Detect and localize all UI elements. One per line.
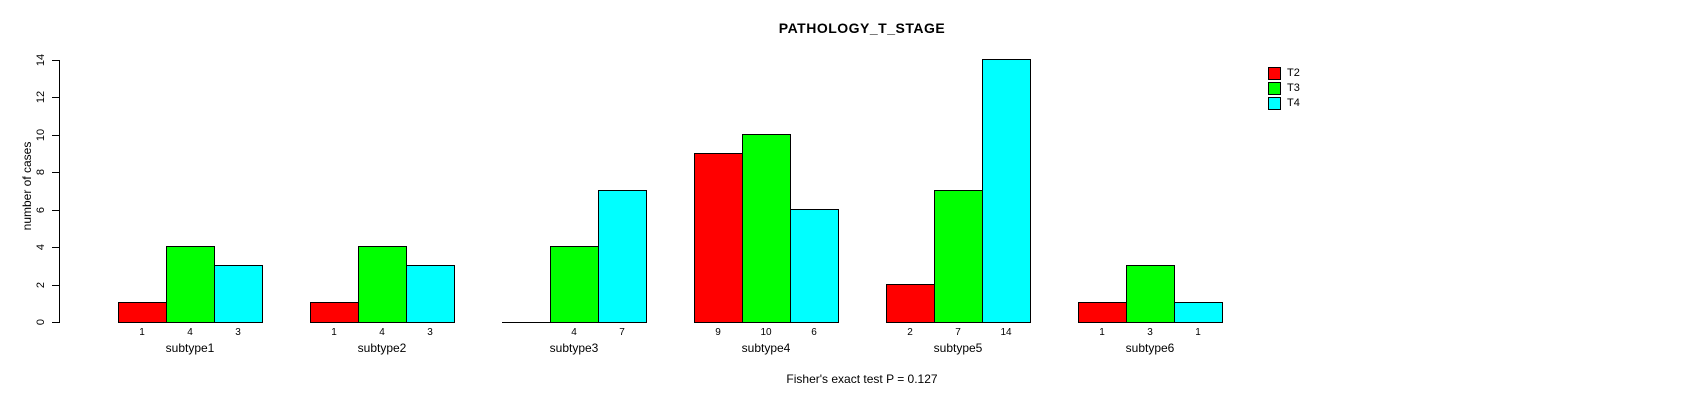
- bar: [214, 264, 263, 323]
- y-axis-tick: [52, 247, 59, 249]
- bar: [118, 302, 167, 323]
- legend-item: T3: [1268, 81, 1300, 96]
- bar: [742, 133, 791, 323]
- y-axis-tick-label: 4: [35, 244, 47, 251]
- bar-value-label: 7: [955, 327, 961, 338]
- bar: [982, 59, 1031, 323]
- bar: [934, 190, 983, 323]
- bar-value-label: 3: [427, 327, 433, 338]
- bar: [310, 302, 359, 323]
- bar-value-label: 4: [379, 327, 385, 338]
- bar-value-label: 3: [235, 327, 241, 338]
- y-axis-tick: [52, 172, 59, 174]
- legend-swatch: [1268, 82, 1281, 95]
- y-axis-tick: [52, 209, 59, 211]
- bar-value-label: 14: [1000, 327, 1012, 338]
- y-axis-tick-label: 2: [35, 281, 47, 288]
- y-axis-tick-label: 6: [35, 206, 47, 213]
- bar-value-label: 3: [1147, 327, 1153, 338]
- bar-value-label: 6: [811, 327, 817, 338]
- bar-value-label: 7: [619, 327, 625, 338]
- legend: T2 T3 T4: [1268, 66, 1300, 111]
- bar: [406, 264, 455, 323]
- bar: [358, 246, 407, 323]
- y-axis-tick: [52, 97, 59, 99]
- y-axis-tick-label: 10: [35, 128, 47, 141]
- category-label: subtype6: [1125, 341, 1175, 355]
- bar-value-label: 4: [187, 327, 193, 338]
- bar-value-label: 4: [571, 327, 577, 338]
- y-axis-tick: [52, 284, 59, 286]
- bar: [502, 322, 551, 323]
- category-label: subtype5: [933, 341, 983, 355]
- bar-value-label: 10: [760, 327, 772, 338]
- bar: [550, 246, 599, 323]
- category-label: subtype3: [549, 341, 599, 355]
- y-axis-tick-label: 0: [35, 318, 47, 326]
- bar-value-label: 1: [1099, 327, 1105, 338]
- bar-value-label: 1: [139, 327, 145, 338]
- legend-label: T2: [1287, 67, 1300, 79]
- bar-value-label: 1: [331, 327, 337, 338]
- y-axis-line: [59, 60, 60, 323]
- bar: [790, 208, 839, 323]
- bar: [598, 190, 647, 323]
- legend-swatch: [1268, 97, 1281, 110]
- legend-item: T4: [1268, 96, 1300, 111]
- legend-label: T3: [1287, 82, 1300, 94]
- bar: [1078, 302, 1127, 323]
- bar: [694, 152, 743, 323]
- y-axis-tick-label: 12: [35, 91, 47, 104]
- legend-label: T4: [1287, 97, 1300, 109]
- bar: [166, 246, 215, 323]
- y-axis-tick: [52, 60, 59, 61]
- category-label: subtype2: [357, 341, 407, 355]
- fisher-test-annotation: Fisher's exact test P = 0.127: [786, 372, 938, 386]
- category-label: subtype4: [741, 341, 791, 355]
- y-axis-tick-label: 8: [35, 169, 47, 176]
- chart-title: PATHOLOGY_T_STAGE: [778, 20, 946, 36]
- bar-value-label: 2: [907, 327, 913, 338]
- bar-value-label: 1: [1195, 327, 1201, 338]
- bar: [1126, 264, 1175, 323]
- y-axis-tick: [52, 134, 59, 136]
- legend-item: T2: [1268, 66, 1300, 81]
- bar: [886, 283, 935, 323]
- y-axis-tick: [52, 322, 59, 323]
- category-label: subtype1: [165, 341, 215, 355]
- bar: [1174, 302, 1223, 323]
- y-axis-tick-label: 14: [35, 53, 47, 67]
- bar-value-label: 9: [715, 327, 721, 338]
- legend-swatch: [1268, 67, 1281, 80]
